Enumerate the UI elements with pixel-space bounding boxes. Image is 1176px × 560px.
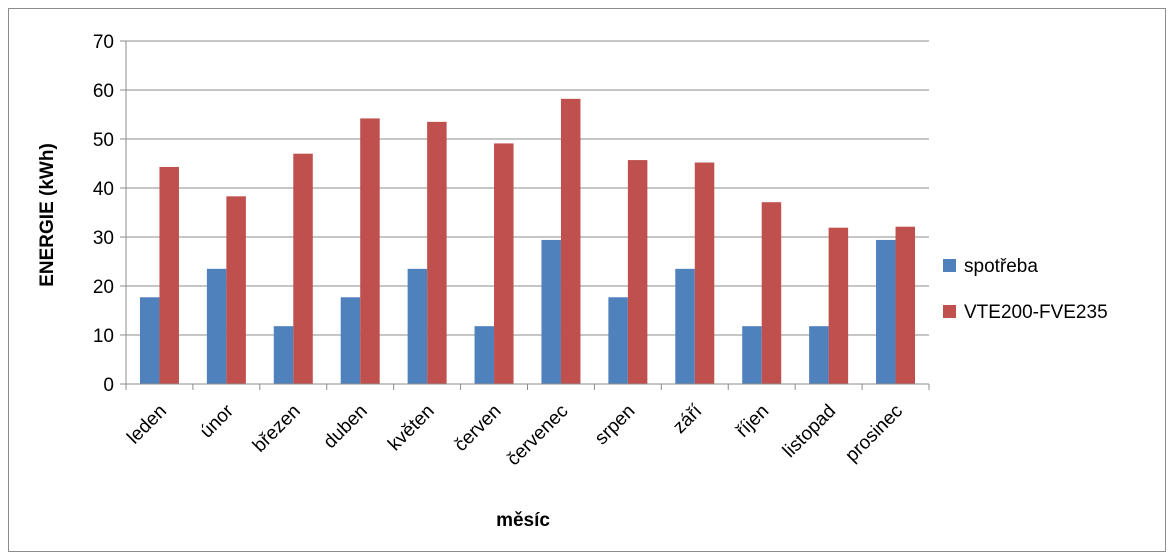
x-tick-label: listopad: [779, 401, 840, 462]
bar-chart: 0 10 20 30 40 50 60 70 leden únor březen duben květ…: [37, 32, 1108, 531]
bar: [560, 98, 581, 384]
legend-label: spotřeba: [964, 256, 1038, 277]
bar: [809, 326, 829, 384]
x-tick-label: únor: [196, 400, 238, 442]
chart-frame: 0 10 20 30 40 50 60 70 leden únor březen duben květ…: [8, 8, 1166, 552]
bar: [360, 118, 380, 385]
y-tick-label: 10: [93, 326, 114, 347]
y-tick-label: 20: [93, 277, 114, 298]
bar: [273, 326, 294, 384]
axes: [125, 41, 930, 390]
gridlines: [120, 40, 929, 385]
bar: [541, 239, 561, 384]
x-tick-label: březen: [249, 401, 305, 457]
bar: [694, 162, 715, 384]
y-tick-label: 40: [93, 179, 114, 200]
bar: [876, 239, 896, 384]
bar: [427, 121, 447, 384]
bar: [340, 297, 361, 384]
x-tick-label: září: [669, 400, 707, 438]
x-tick-label: říjen: [732, 401, 773, 442]
x-axis-title: měsíc: [496, 510, 550, 531]
y-tick-label: 60: [93, 81, 114, 102]
bar: [159, 166, 179, 384]
x-tick-label: duben: [320, 401, 372, 453]
bar: [828, 227, 849, 384]
bar: [139, 297, 160, 384]
x-tick-label: prosinec: [841, 401, 907, 467]
bar: [742, 326, 762, 384]
y-tick-labels: 0 10 20 30 40 50 60 70: [93, 32, 114, 396]
legend: spotřeba VTE200-FVE235: [943, 256, 1108, 323]
bar: [675, 268, 695, 384]
x-tick-label: květen: [384, 401, 438, 455]
x-tick-label: červen: [450, 401, 505, 456]
x-tick-label: srpen: [591, 401, 639, 449]
bars: [139, 98, 916, 385]
bar: [474, 326, 495, 384]
legend-label: VTE200-FVE235: [964, 302, 1108, 323]
y-tick-label: 30: [93, 228, 114, 249]
y-axis-title: ENERGIE (kWh): [37, 143, 58, 287]
bar: [494, 143, 514, 384]
bar: [608, 297, 628, 384]
bar: [226, 196, 246, 384]
y-tick-label: 50: [93, 130, 114, 151]
x-tick-label: červenec: [503, 401, 572, 470]
legend-swatch: [943, 305, 956, 318]
x-tick-label: leden: [123, 401, 171, 449]
bar: [627, 160, 648, 384]
x-tick-labels: leden únor březen duben květen červenčervenec…: [123, 400, 907, 470]
y-tick-label: 70: [93, 32, 114, 53]
bar: [206, 268, 227, 384]
bar: [761, 202, 782, 384]
legend-swatch: [943, 259, 956, 272]
bar: [293, 153, 313, 384]
bar: [895, 226, 916, 384]
y-tick-label: 0: [103, 375, 114, 396]
bar: [407, 268, 428, 384]
